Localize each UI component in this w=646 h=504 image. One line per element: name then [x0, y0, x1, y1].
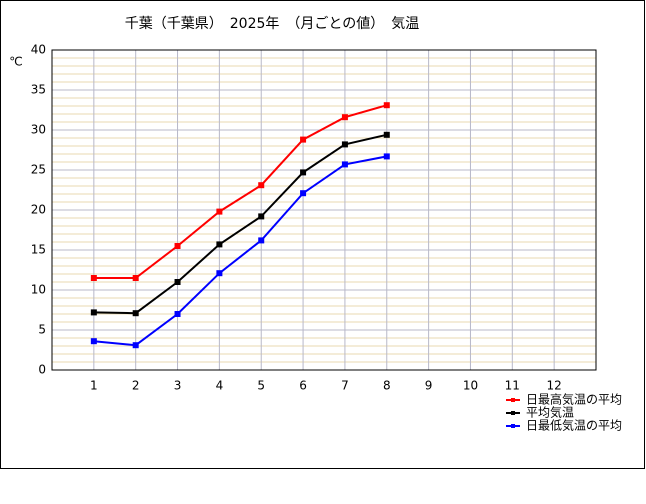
x-tick-label: 2	[132, 379, 140, 393]
y-tick-label: 10	[31, 283, 46, 297]
legend-label: 日最高気温の平均	[526, 392, 622, 407]
y-tick-label: 15	[31, 243, 46, 257]
data-point	[216, 208, 223, 215]
data-point	[132, 275, 139, 281]
y-tick-label: 0	[38, 363, 46, 377]
data-point	[300, 190, 307, 197]
data-point	[90, 338, 97, 345]
chart-title: 千葉（千葉県） 2025年 （月ごとの値） 気温	[125, 16, 420, 32]
x-tick-label: 9	[425, 379, 433, 393]
y-axis-label: ℃	[9, 55, 22, 69]
x-tick-label: 1	[90, 379, 98, 393]
series-line	[93, 155, 387, 347]
data-point	[341, 161, 348, 168]
data-point	[258, 213, 265, 220]
y-tick-label: 35	[31, 83, 46, 97]
y-tick-label: 40	[31, 43, 46, 57]
legend-label: 日最低気温の平均	[526, 418, 622, 433]
data-point	[341, 141, 348, 148]
data-point	[383, 131, 390, 138]
data-point	[90, 275, 97, 281]
data-point	[300, 136, 307, 143]
data-point	[216, 241, 223, 248]
data-point	[174, 279, 181, 285]
x-tick-label: 3	[174, 379, 182, 393]
x-tick-label: 11	[505, 379, 520, 393]
x-tick-label: 10	[463, 379, 478, 393]
y-tick-label: 5	[38, 323, 46, 337]
data-point	[341, 114, 348, 121]
data-point	[300, 169, 307, 176]
data-point	[258, 237, 265, 244]
x-tick-label: 7	[341, 379, 349, 393]
legend-label: 平均気温	[526, 405, 574, 420]
x-tick-label: 8	[383, 379, 391, 393]
plot-border	[51, 49, 597, 371]
y-tick-label: 20	[31, 203, 46, 217]
data-point	[174, 311, 181, 317]
data-point	[383, 102, 390, 109]
x-tick-label: 6	[299, 379, 307, 393]
data-point	[383, 153, 390, 160]
series-line	[93, 133, 387, 315]
legend-marker	[511, 398, 515, 402]
x-tick-label: 5	[257, 379, 265, 393]
data-point	[132, 310, 139, 317]
y-tick-label: 25	[31, 163, 46, 177]
series-line	[93, 104, 388, 279]
y-tick-label: 30	[31, 123, 46, 137]
x-tick-label: 4	[216, 379, 224, 393]
data-point	[216, 270, 223, 277]
x-tick-label: 12	[547, 379, 562, 393]
data-point	[258, 182, 265, 189]
data-point	[90, 309, 97, 316]
data-point	[174, 243, 181, 249]
data-point	[132, 342, 139, 349]
legend-marker	[511, 411, 515, 415]
legend-marker	[511, 424, 515, 428]
